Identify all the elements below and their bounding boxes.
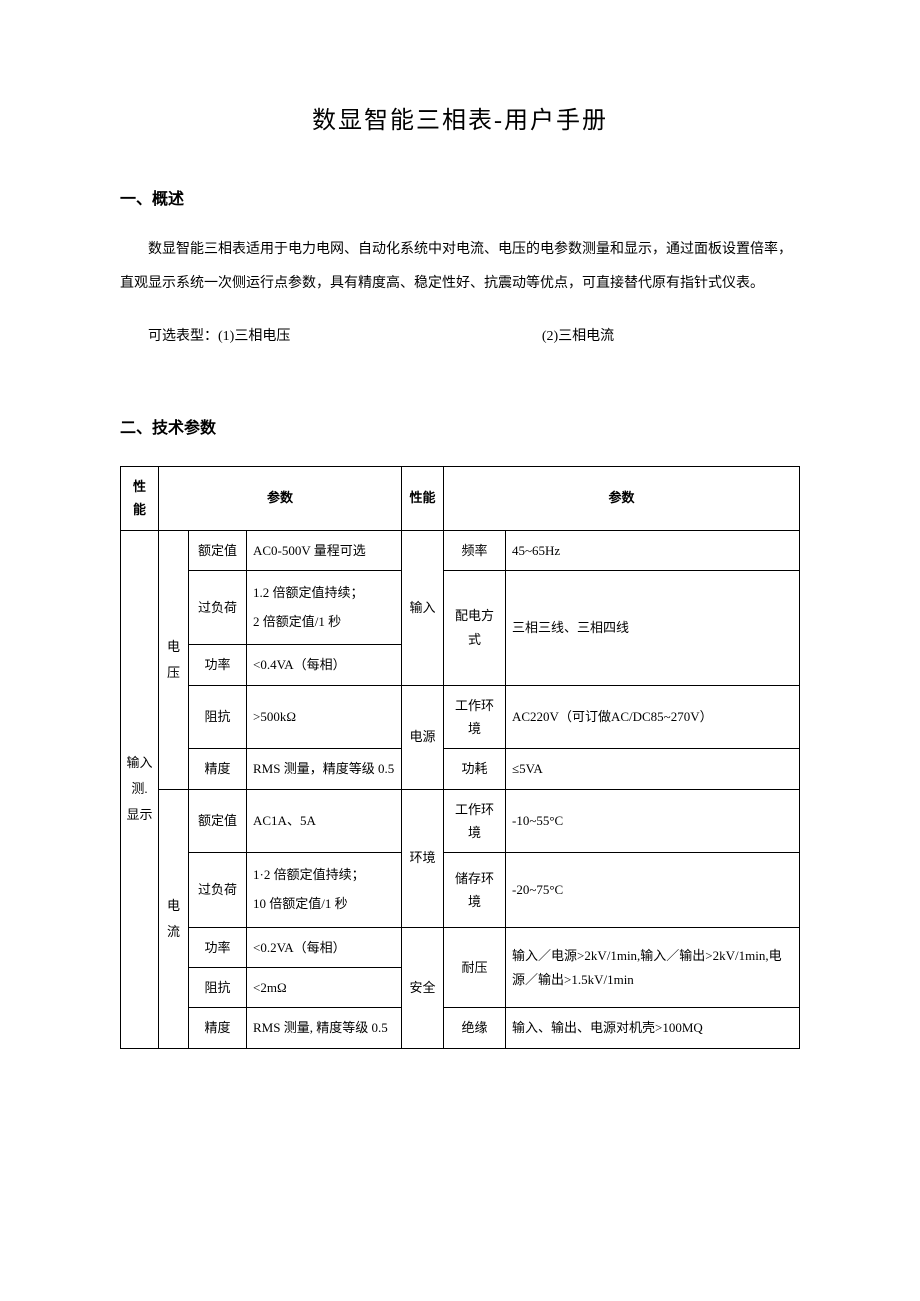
worktemp-label: 工作环境	[444, 789, 506, 853]
c-overload-label: 过负荷	[189, 853, 247, 927]
table-row: 输入测.显示 电压 额定值 AC0-500V 量程可选 输入 频率 45~65H…	[121, 530, 800, 570]
safety-label: 安全	[402, 927, 444, 1048]
left-group-label: 输入测.显示	[121, 530, 159, 1048]
pcons-value: ≤5VA	[506, 749, 800, 789]
table-row: 阻抗 >500kΩ 电源 工作环境 AC220V（可订做AC/DC85~270V…	[121, 685, 800, 749]
table-row: 精度 RMS 测量，精度等级 0.5 功耗 ≤5VA	[121, 749, 800, 789]
v-power-label: 功率	[189, 645, 247, 685]
header-param-1: 参数	[159, 466, 402, 530]
power-label: 电源	[402, 685, 444, 789]
table-row: 精度 RMS 测量, 精度等级 0.5 绝缘 输入、输出、电源对机壳>100MQ	[121, 1008, 800, 1048]
c-overload-value: 1·2 倍额定值持续；10 倍额定值/1 秒	[247, 853, 402, 927]
c-power-label: 功率	[189, 927, 247, 967]
option-2: (2)三相电流	[514, 320, 614, 354]
c-accuracy-label: 精度	[189, 1008, 247, 1048]
insul-label: 绝缘	[444, 1008, 506, 1048]
v-rated-label: 额定值	[189, 530, 247, 570]
v-power-value: <0.4VA（每相）	[247, 645, 402, 685]
c-rated-value: AC1A、5A	[247, 789, 402, 853]
v-impedance-label: 阻抗	[189, 685, 247, 749]
header-perf-1: 性能	[121, 466, 159, 530]
section-1-heading: 一、概述	[120, 185, 800, 209]
v-accuracy-label: 精度	[189, 749, 247, 789]
freq-value: 45~65Hz	[506, 530, 800, 570]
storetemp-value: -20~75°C	[506, 853, 800, 927]
table-row: 过负荷 1·2 倍额定值持续；10 倍额定值/1 秒 储存环境 -20~75°C	[121, 853, 800, 927]
freq-label: 频率	[444, 530, 506, 570]
input-label: 输入	[402, 530, 444, 685]
storetemp-label: 储存环境	[444, 853, 506, 927]
table-header-row: 性能 参数 性能 参数	[121, 466, 800, 530]
options-line: 可选表型：(1)三相电压 (2)三相电流	[120, 320, 800, 354]
workenv-value: AC220V（可订做AC/DC85~270V）	[506, 685, 800, 749]
withstand-value: 输入／电源>2kV/1min,输入／输出>2kV/1min,电源／输出>1.5k…	[506, 927, 800, 1008]
c-power-value: <0.2VA（每相）	[247, 927, 402, 967]
c-accuracy-value: RMS 测量, 精度等级 0.5	[247, 1008, 402, 1048]
option-1: (1)三相电压	[218, 329, 290, 344]
c-rated-label: 额定值	[189, 789, 247, 853]
workenv-label: 工作环境	[444, 685, 506, 749]
c-impedance-label: 阻抗	[189, 968, 247, 1008]
options-label: 可选表型：	[148, 329, 218, 344]
header-perf-2: 性能	[402, 466, 444, 530]
voltage-label: 电压	[159, 530, 189, 789]
insul-value: 输入、输出、电源对机壳>100MQ	[506, 1008, 800, 1048]
worktemp-value: -10~55°C	[506, 789, 800, 853]
c-impedance-value: <2mΩ	[247, 968, 402, 1008]
table-row: 功率 <0.2VA（每相） 安全 耐压 输入／电源>2kV/1min,输入／输出…	[121, 927, 800, 967]
dist-value: 三相三线、三相四线	[506, 570, 800, 685]
v-accuracy-value: RMS 测量，精度等级 0.5	[247, 749, 402, 789]
table-row: 电流 额定值 AC1A、5A 环境 工作环境 -10~55°C	[121, 789, 800, 853]
v-rated-value: AC0-500V 量程可选	[247, 530, 402, 570]
withstand-label: 耐压	[444, 927, 506, 1008]
spec-table: 性能 参数 性能 参数 输入测.显示 电压 额定值 AC0-500V 量程可选 …	[120, 466, 800, 1049]
section-2-heading: 二、技术参数	[120, 414, 800, 438]
table-row: 过负荷 1.2 倍额定值持续；2 倍额定值/1 秒 配电方式 三相三线、三相四线	[121, 570, 800, 644]
current-label: 电流	[159, 789, 189, 1048]
dist-label: 配电方式	[444, 570, 506, 685]
v-overload-label: 过负荷	[189, 570, 247, 644]
env-label: 环境	[402, 789, 444, 927]
v-impedance-value: >500kΩ	[247, 685, 402, 749]
pcons-label: 功耗	[444, 749, 506, 789]
document-title: 数显智能三相表-用户手册	[120, 100, 800, 135]
v-overload-value: 1.2 倍额定值持续；2 倍额定值/1 秒	[247, 570, 402, 644]
header-param-2: 参数	[444, 466, 800, 530]
overview-paragraph: 数显智能三相表适用于电力电网、自动化系统中对电流、电压的电参数测量和显示，通过面…	[120, 233, 800, 300]
